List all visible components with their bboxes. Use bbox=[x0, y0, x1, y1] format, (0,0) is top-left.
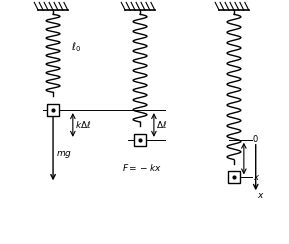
Bar bbox=[228, 172, 240, 183]
Text: 0: 0 bbox=[253, 135, 258, 144]
Text: $\Delta\ell$: $\Delta\ell$ bbox=[156, 120, 167, 131]
Text: x: x bbox=[258, 191, 263, 200]
Bar bbox=[47, 104, 59, 116]
Text: $F=-kx$: $F=-kx$ bbox=[122, 162, 162, 173]
Bar bbox=[134, 134, 146, 146]
Text: $mg$: $mg$ bbox=[56, 149, 72, 160]
Text: $k\Delta\ell$: $k\Delta\ell$ bbox=[75, 120, 91, 131]
Text: $\ell_0$: $\ell_0$ bbox=[71, 41, 81, 54]
Text: x: x bbox=[253, 173, 258, 182]
